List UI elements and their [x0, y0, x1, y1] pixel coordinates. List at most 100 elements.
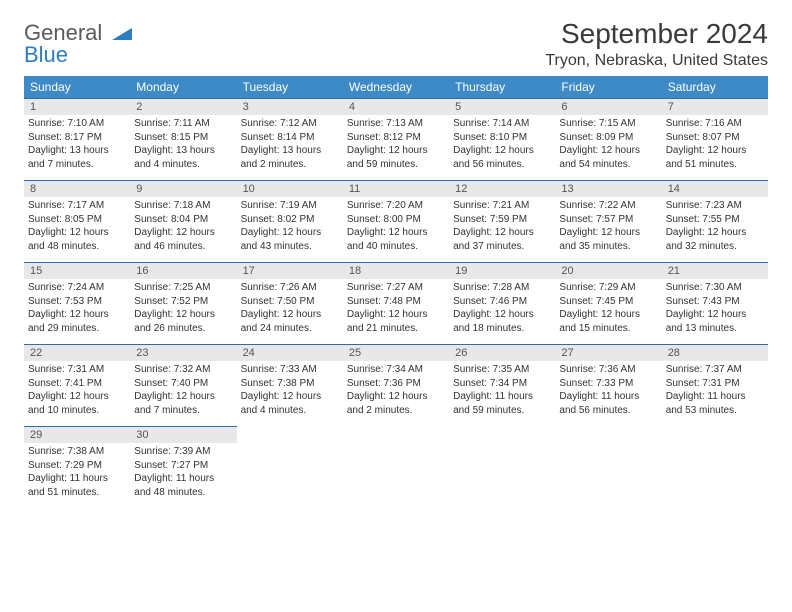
day-details: Sunrise: 7:10 AMSunset: 8:17 PMDaylight:… [24, 115, 130, 175]
sunset-line: Sunset: 8:10 PM [453, 131, 551, 145]
calendar-cell: 28Sunrise: 7:37 AMSunset: 7:31 PMDayligh… [662, 345, 768, 427]
calendar-cell: 26Sunrise: 7:35 AMSunset: 7:34 PMDayligh… [449, 345, 555, 427]
day-number: 13 [555, 181, 661, 197]
day-number: 15 [24, 263, 130, 279]
calendar-cell: 5Sunrise: 7:14 AMSunset: 8:10 PMDaylight… [449, 99, 555, 181]
day-details: Sunrise: 7:31 AMSunset: 7:41 PMDaylight:… [24, 361, 130, 421]
calendar-cell: 10Sunrise: 7:19 AMSunset: 8:02 PMDayligh… [237, 181, 343, 263]
calendar-cell: 4Sunrise: 7:13 AMSunset: 8:12 PMDaylight… [343, 99, 449, 181]
calendar-body: 1Sunrise: 7:10 AMSunset: 8:17 PMDaylight… [24, 99, 768, 509]
calendar-cell: 29Sunrise: 7:38 AMSunset: 7:29 PMDayligh… [24, 427, 130, 509]
calendar-cell: 17Sunrise: 7:26 AMSunset: 7:50 PMDayligh… [237, 263, 343, 345]
day-details: Sunrise: 7:26 AMSunset: 7:50 PMDaylight:… [237, 279, 343, 339]
weekday-header: Wednesday [343, 76, 449, 99]
day-number: 30 [130, 427, 236, 443]
calendar-cell [662, 427, 768, 509]
sunset-line: Sunset: 7:59 PM [453, 213, 551, 227]
sunrise-line: Sunrise: 7:30 AM [666, 281, 764, 295]
day-details: Sunrise: 7:37 AMSunset: 7:31 PMDaylight:… [662, 361, 768, 421]
sunset-line: Sunset: 8:12 PM [347, 131, 445, 145]
calendar-cell: 30Sunrise: 7:39 AMSunset: 7:27 PMDayligh… [130, 427, 236, 509]
daylight-line: Daylight: 13 hours and 4 minutes. [134, 144, 232, 171]
calendar-cell: 22Sunrise: 7:31 AMSunset: 7:41 PMDayligh… [24, 345, 130, 427]
logo-line2: Blue [24, 42, 68, 67]
daylight-line: Daylight: 11 hours and 56 minutes. [559, 390, 657, 417]
sunset-line: Sunset: 8:15 PM [134, 131, 232, 145]
weekday-row: SundayMondayTuesdayWednesdayThursdayFrid… [24, 76, 768, 99]
daylight-line: Daylight: 12 hours and 24 minutes. [241, 308, 339, 335]
logo-text: General Blue [24, 22, 132, 66]
daylight-line: Daylight: 12 hours and 10 minutes. [28, 390, 126, 417]
sunrise-line: Sunrise: 7:33 AM [241, 363, 339, 377]
day-number: 20 [555, 263, 661, 279]
sunrise-line: Sunrise: 7:18 AM [134, 199, 232, 213]
day-details: Sunrise: 7:27 AMSunset: 7:48 PMDaylight:… [343, 279, 449, 339]
daylight-line: Daylight: 12 hours and 37 minutes. [453, 226, 551, 253]
calendar-cell: 15Sunrise: 7:24 AMSunset: 7:53 PMDayligh… [24, 263, 130, 345]
sunrise-line: Sunrise: 7:36 AM [559, 363, 657, 377]
daylight-line: Daylight: 12 hours and 4 minutes. [241, 390, 339, 417]
calendar-cell: 21Sunrise: 7:30 AMSunset: 7:43 PMDayligh… [662, 263, 768, 345]
logo-triangle-icon [112, 20, 132, 45]
calendar-week-row: 29Sunrise: 7:38 AMSunset: 7:29 PMDayligh… [24, 427, 768, 509]
day-details: Sunrise: 7:11 AMSunset: 8:15 PMDaylight:… [130, 115, 236, 175]
sunset-line: Sunset: 7:57 PM [559, 213, 657, 227]
sunset-line: Sunset: 7:50 PM [241, 295, 339, 309]
calendar-cell: 14Sunrise: 7:23 AMSunset: 7:55 PMDayligh… [662, 181, 768, 263]
day-details: Sunrise: 7:16 AMSunset: 8:07 PMDaylight:… [662, 115, 768, 175]
daylight-line: Daylight: 12 hours and 32 minutes. [666, 226, 764, 253]
day-number: 19 [449, 263, 555, 279]
day-details: Sunrise: 7:15 AMSunset: 8:09 PMDaylight:… [555, 115, 661, 175]
day-number: 24 [237, 345, 343, 361]
daylight-line: Daylight: 12 hours and 54 minutes. [559, 144, 657, 171]
day-details: Sunrise: 7:12 AMSunset: 8:14 PMDaylight:… [237, 115, 343, 175]
day-number: 29 [24, 427, 130, 443]
calendar-cell: 11Sunrise: 7:20 AMSunset: 8:00 PMDayligh… [343, 181, 449, 263]
daylight-line: Daylight: 13 hours and 7 minutes. [28, 144, 126, 171]
sunrise-line: Sunrise: 7:37 AM [666, 363, 764, 377]
day-details: Sunrise: 7:18 AMSunset: 8:04 PMDaylight:… [130, 197, 236, 257]
sunrise-line: Sunrise: 7:29 AM [559, 281, 657, 295]
day-details: Sunrise: 7:34 AMSunset: 7:36 PMDaylight:… [343, 361, 449, 421]
daylight-line: Daylight: 12 hours and 18 minutes. [453, 308, 551, 335]
calendar-cell: 19Sunrise: 7:28 AMSunset: 7:46 PMDayligh… [449, 263, 555, 345]
calendar-cell: 13Sunrise: 7:22 AMSunset: 7:57 PMDayligh… [555, 181, 661, 263]
sunset-line: Sunset: 8:05 PM [28, 213, 126, 227]
calendar-cell: 20Sunrise: 7:29 AMSunset: 7:45 PMDayligh… [555, 263, 661, 345]
day-number: 8 [24, 181, 130, 197]
daylight-line: Daylight: 12 hours and 59 minutes. [347, 144, 445, 171]
day-number: 6 [555, 99, 661, 115]
day-details: Sunrise: 7:17 AMSunset: 8:05 PMDaylight:… [24, 197, 130, 257]
calendar-cell: 3Sunrise: 7:12 AMSunset: 8:14 PMDaylight… [237, 99, 343, 181]
daylight-line: Daylight: 13 hours and 2 minutes. [241, 144, 339, 171]
sunset-line: Sunset: 7:36 PM [347, 377, 445, 391]
weekday-header: Friday [555, 76, 661, 99]
calendar-cell: 8Sunrise: 7:17 AMSunset: 8:05 PMDaylight… [24, 181, 130, 263]
day-details: Sunrise: 7:25 AMSunset: 7:52 PMDaylight:… [130, 279, 236, 339]
day-number: 18 [343, 263, 449, 279]
calendar-week-row: 8Sunrise: 7:17 AMSunset: 8:05 PMDaylight… [24, 181, 768, 263]
daylight-line: Daylight: 11 hours and 59 minutes. [453, 390, 551, 417]
day-details: Sunrise: 7:21 AMSunset: 7:59 PMDaylight:… [449, 197, 555, 257]
weekday-header: Saturday [662, 76, 768, 99]
day-number: 14 [662, 181, 768, 197]
sunset-line: Sunset: 8:14 PM [241, 131, 339, 145]
daylight-line: Daylight: 12 hours and 13 minutes. [666, 308, 764, 335]
daylight-line: Daylight: 11 hours and 51 minutes. [28, 472, 126, 499]
day-details: Sunrise: 7:38 AMSunset: 7:29 PMDaylight:… [24, 443, 130, 503]
sunset-line: Sunset: 8:00 PM [347, 213, 445, 227]
day-number: 23 [130, 345, 236, 361]
day-details: Sunrise: 7:23 AMSunset: 7:55 PMDaylight:… [662, 197, 768, 257]
sunrise-line: Sunrise: 7:16 AM [666, 117, 764, 131]
day-number: 11 [343, 181, 449, 197]
sunrise-line: Sunrise: 7:19 AM [241, 199, 339, 213]
weekday-header: Monday [130, 76, 236, 99]
daylight-line: Daylight: 12 hours and 51 minutes. [666, 144, 764, 171]
sunset-line: Sunset: 7:40 PM [134, 377, 232, 391]
sunrise-line: Sunrise: 7:26 AM [241, 281, 339, 295]
day-number: 7 [662, 99, 768, 115]
calendar-cell: 12Sunrise: 7:21 AMSunset: 7:59 PMDayligh… [449, 181, 555, 263]
sunrise-line: Sunrise: 7:38 AM [28, 445, 126, 459]
day-number: 25 [343, 345, 449, 361]
sunrise-line: Sunrise: 7:22 AM [559, 199, 657, 213]
